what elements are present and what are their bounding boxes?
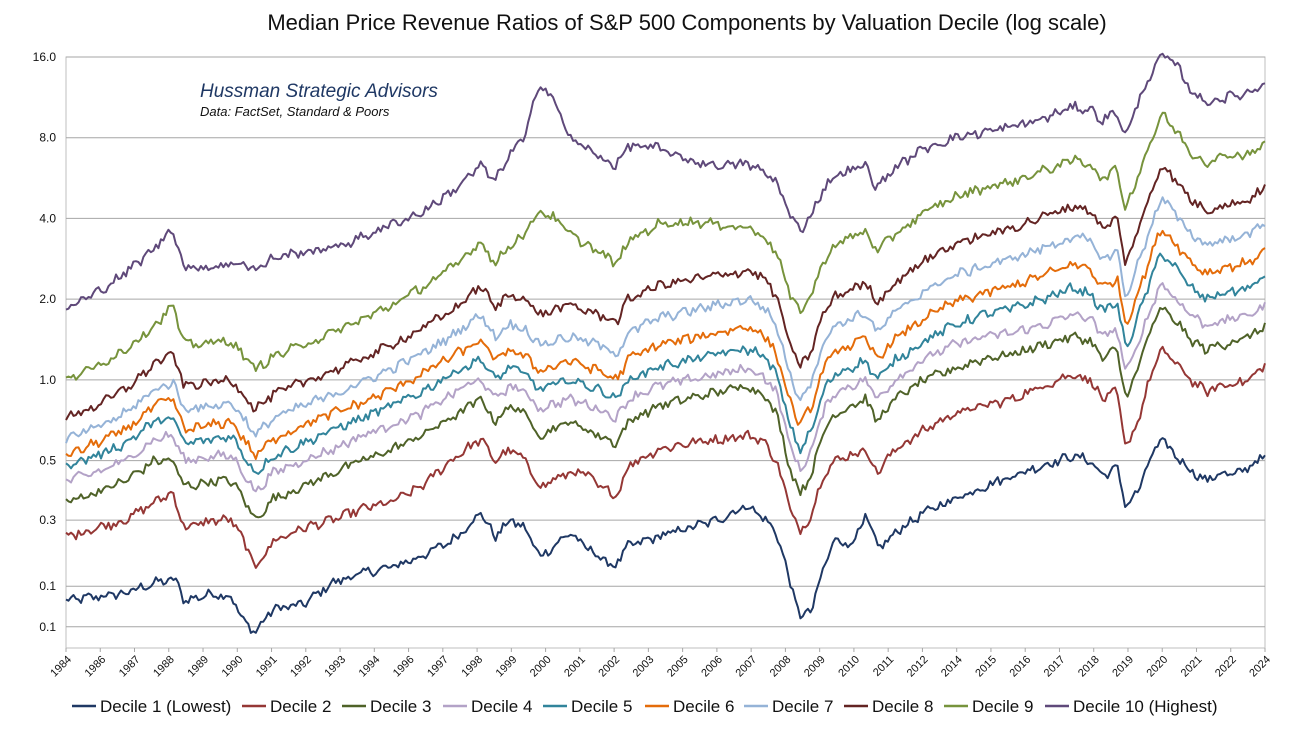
series-line-decile-10 [65, 52, 1266, 311]
x-tick-label: 1984 [48, 654, 74, 680]
x-tick-label: 1988 [151, 654, 177, 680]
series-line-decile-6 [65, 229, 1266, 460]
y-tick-label: 0.5 [39, 454, 56, 468]
x-tick-label: 1987 [117, 654, 143, 680]
x-tick-label: 2012 [905, 654, 931, 680]
x-tick-label: 1996 [391, 654, 417, 680]
x-tick-label: 1990 [220, 654, 246, 680]
y-tick-label: 8.0 [39, 131, 56, 145]
y-tick-label: 4.0 [39, 211, 56, 225]
y-tick-label: 0.1 [39, 620, 56, 634]
x-axis-ticks: 1984 1986 1987 1988 1989 1990 1991 1992 1993 1994… [48, 648, 1273, 679]
y-tick-label: 0.3 [39, 513, 56, 527]
legend-label: Decile 9 [972, 697, 1033, 716]
x-tick-label: 2021 [1179, 654, 1205, 680]
chart-title: Median Price Revenue Ratios of S&P 500 C… [267, 10, 1106, 35]
x-tick-label: 1986 [83, 654, 109, 680]
grid-lines [65, 56, 1266, 649]
legend: Decile 1 (Lowest) Decile 2 Decile 3 Decile … [72, 697, 1218, 716]
x-tick-label: 1992 [288, 654, 314, 680]
x-tick-label: 2001 [562, 654, 588, 680]
x-tick-label: 2015 [973, 654, 999, 680]
x-tick-label: 2009 [802, 654, 828, 680]
x-tick-label: 2002 [596, 654, 622, 680]
x-tick-label: 2019 [1110, 654, 1136, 680]
legend-label: Decile 2 [270, 697, 331, 716]
legend-item-decile-9: Decile 9 [944, 697, 1033, 716]
series-line-decile-8 [65, 166, 1266, 421]
legend-label: Decile 4 [471, 697, 532, 716]
series-line-decile-2 [65, 345, 1266, 569]
series-line-decile-7 [65, 196, 1266, 444]
x-tick-label: 2010 [836, 654, 862, 680]
x-tick-label: 2000 [528, 654, 554, 680]
series-line-decile-4 [65, 282, 1266, 493]
y-tick-label: 2.0 [39, 292, 56, 306]
annotation-source-firm: Hussman Strategic Advisors [200, 81, 438, 102]
x-tick-label: 1994 [357, 654, 383, 680]
y-tick-label: 16.0 [33, 50, 57, 64]
x-tick-label: 1989 [185, 654, 211, 680]
legend-item-decile-7: Decile 7 [744, 697, 833, 716]
legend-label: Decile 1 (Lowest) [100, 697, 231, 716]
legend-label: Decile 7 [772, 697, 833, 716]
x-tick-label: 2022 [1213, 654, 1239, 680]
series-line-decile-1 [65, 437, 1266, 634]
y-tick-label: 0.1 [39, 579, 56, 593]
y-tick-label: 1.0 [39, 373, 56, 387]
x-tick-label: 2020 [1145, 654, 1171, 680]
x-tick-label: 2014 [939, 654, 965, 680]
plot-area-border [65, 56, 1266, 649]
x-tick-label: 2007 [733, 654, 759, 680]
x-tick-label: 2018 [1076, 654, 1102, 680]
y-axis-ticks: 0.1 0.1 0.3 0.5 1.0 2.0 4.0 8.0 16.0 [33, 50, 57, 634]
legend-item-decile-3: Decile 3 [342, 697, 431, 716]
x-tick-label: 1997 [425, 654, 451, 680]
legend-label: Decile 5 [571, 697, 632, 716]
legend-item-decile-10: Decile 10 (Highest) [1045, 697, 1218, 716]
x-tick-label: 2005 [665, 654, 691, 680]
legend-label: Decile 3 [370, 697, 431, 716]
legend-item-decile-8: Decile 8 [844, 697, 933, 716]
x-tick-label: 2008 [768, 654, 794, 680]
x-tick-label: 1998 [459, 654, 485, 680]
legend-item-decile-4: Decile 4 [443, 697, 532, 716]
x-tick-label: 1991 [254, 654, 280, 680]
annotation-data-source: Data: FactSet, Standard & Poors [200, 104, 390, 119]
legend-item-decile-6: Decile 6 [645, 697, 734, 716]
legend-label: Decile 6 [673, 697, 734, 716]
legend-label: Decile 10 (Highest) [1073, 697, 1218, 716]
series-line-decile-5 [65, 252, 1266, 475]
x-tick-label: 1999 [494, 654, 520, 680]
x-tick-label: 2016 [1008, 654, 1034, 680]
x-tick-label: 2003 [631, 654, 657, 680]
series-line-decile-3 [65, 306, 1266, 519]
x-tick-label: 2006 [699, 654, 725, 680]
legend-item-decile-1: Decile 1 (Lowest) [72, 697, 231, 716]
x-tick-label: 1993 [322, 654, 348, 680]
x-tick-label: 2011 [871, 654, 896, 679]
legend-item-decile-5: Decile 5 [543, 697, 632, 716]
legend-label: Decile 8 [872, 697, 933, 716]
x-tick-label: 2024 [1247, 654, 1273, 680]
series-line-decile-9 [65, 111, 1266, 381]
x-tick-label: 2017 [1042, 654, 1068, 680]
series-lines [65, 52, 1266, 634]
legend-item-decile-2: Decile 2 [242, 697, 331, 716]
